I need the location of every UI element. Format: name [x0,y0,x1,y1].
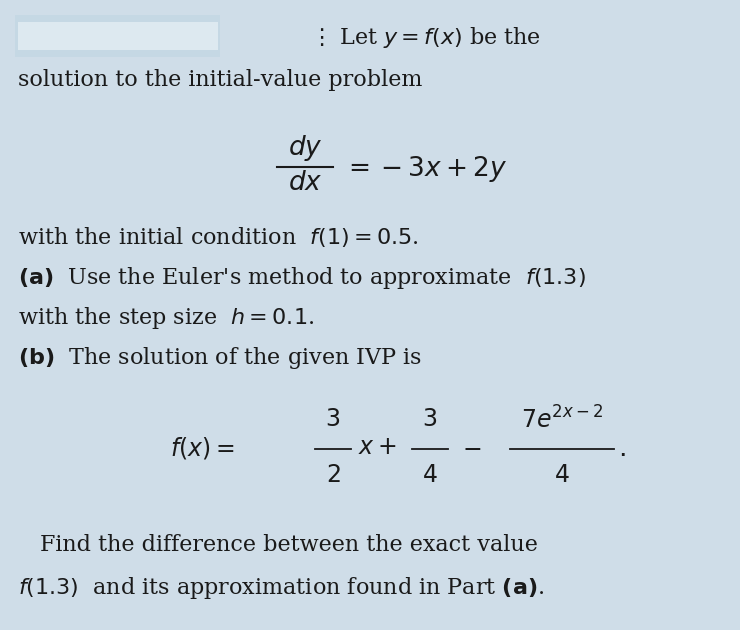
Text: $.$: $.$ [618,435,625,461]
Text: solution to the initial-value problem: solution to the initial-value problem [18,69,423,91]
Text: $2$: $2$ [326,464,340,488]
Text: $\mathbf{(a)}$  Use the Euler's method to approximate  $f(1.3)$: $\mathbf{(a)}$ Use the Euler's method to… [18,265,586,291]
Text: $dy$: $dy$ [288,133,323,163]
Text: $4$: $4$ [554,464,570,488]
Text: $-$: $-$ [462,437,481,459]
Text: $x +$: $x +$ [358,437,397,459]
Text: Find the difference between the exact value: Find the difference between the exact va… [40,534,538,556]
FancyBboxPatch shape [15,15,220,57]
Text: $7e^{2x-2}$: $7e^{2x-2}$ [521,406,603,433]
Text: $dx$: $dx$ [288,169,323,195]
Text: with the initial condition  $f(1) = 0.5$.: with the initial condition $f(1) = 0.5$. [18,225,419,249]
Text: $4$: $4$ [423,464,438,488]
Text: $f(x) =$: $f(x) =$ [170,435,235,461]
Text: $\vdots$ Let $y = f(x)$ be the: $\vdots$ Let $y = f(x)$ be the [310,25,541,50]
Text: $f(1.3)$  and its approximation found in Part $\mathbf{(a)}$.: $f(1.3)$ and its approximation found in … [18,575,544,601]
Text: $3$: $3$ [326,408,340,432]
FancyBboxPatch shape [18,22,218,50]
Text: with the step size  $h = 0.1$.: with the step size $h = 0.1$. [18,305,314,331]
Text: $3$: $3$ [423,408,437,432]
Text: $\mathbf{(b)}$  The solution of the given IVP is: $\mathbf{(b)}$ The solution of the given… [18,345,422,371]
Text: $= -3x + 2y$: $= -3x + 2y$ [343,154,507,184]
